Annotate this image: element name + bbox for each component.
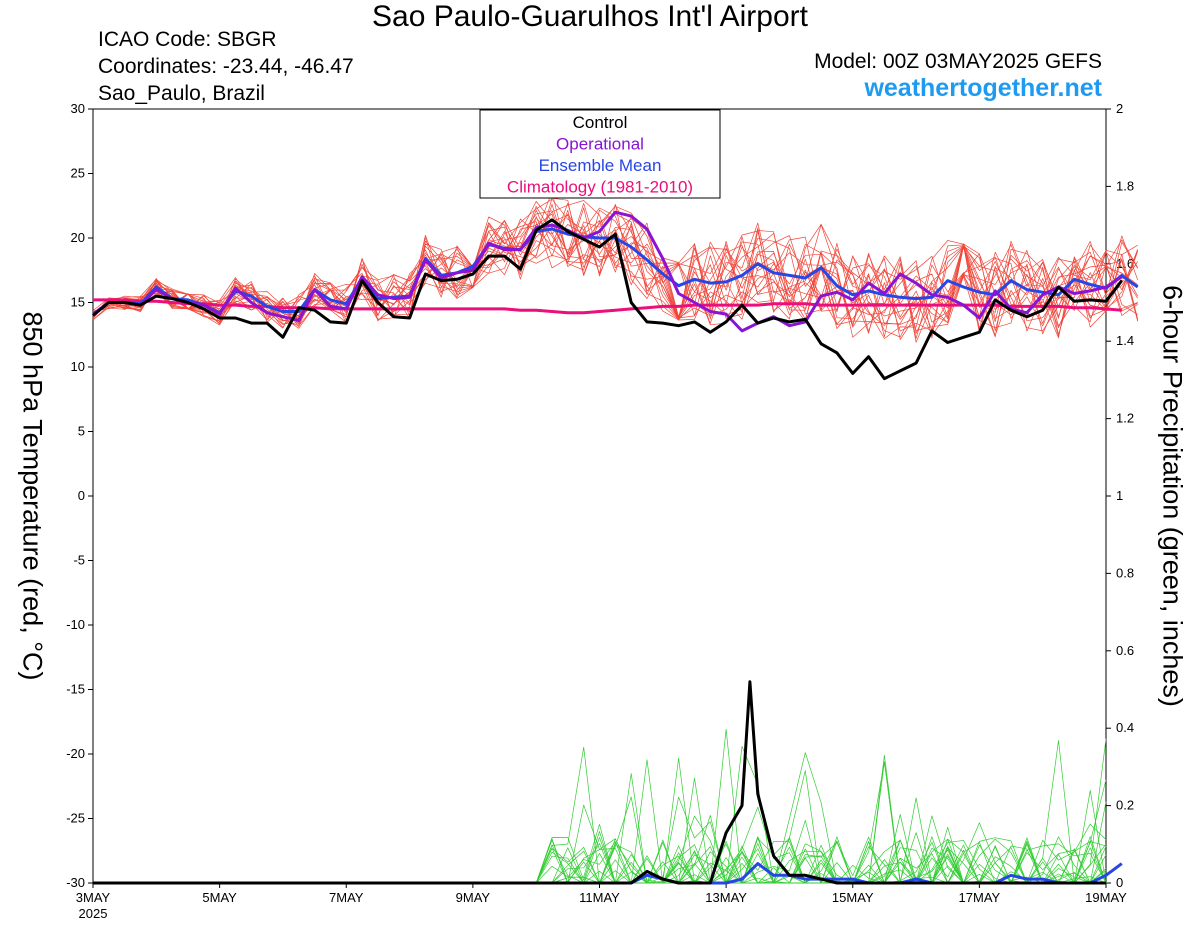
legend-box <box>479 109 721 199</box>
y2-tick-label: 0.8 <box>1116 565 1134 580</box>
y-tick-label: -30 <box>66 875 85 890</box>
x-tick-sublabel: 2025 <box>79 906 108 921</box>
y2-tick-label: 1.4 <box>1116 333 1134 348</box>
coordinates: Coordinates: -23.44, -46.47 <box>98 55 354 78</box>
legend-entry: Operational <box>556 135 644 154</box>
site-name[interactable]: weathertogether.net <box>864 74 1102 102</box>
temperature-member-line <box>92 202 1138 339</box>
y2-tick-label: 0.6 <box>1116 643 1134 658</box>
y2-tick-label: 0.4 <box>1116 720 1134 735</box>
x-tick-label: 19MAY <box>1085 890 1127 905</box>
legend-entry: Control <box>573 113 628 132</box>
y2-tick-label: 0.2 <box>1116 798 1134 813</box>
y-tick-label: 15 <box>71 295 85 310</box>
y-tick-label: 30 <box>71 101 85 116</box>
temperature-operational-line <box>92 210 1123 333</box>
y2-tick-label: 0 <box>1116 875 1123 890</box>
y2-tick-label: 1.2 <box>1116 411 1134 426</box>
y-tick-label: 10 <box>71 359 85 374</box>
chart-title: Sao Paulo-Guarulhos Int'l Airport <box>372 0 808 33</box>
x-tick-label: 13MAY <box>705 890 747 905</box>
x-tick-label: 5MAY <box>202 890 237 905</box>
y2-tick-label: 2 <box>1116 101 1123 116</box>
temperature-control-line <box>92 218 1123 381</box>
plot-area <box>92 108 1107 884</box>
precip-control-line <box>93 680 1106 885</box>
y-tick-label: -10 <box>66 617 85 632</box>
y-tick-label: -25 <box>66 811 85 826</box>
x-tick-label: 3MAY <box>76 890 111 905</box>
legend-entry: Ensemble Mean <box>539 156 662 175</box>
icao-code: ICAO Code: SBGR <box>98 28 277 51</box>
y-tick-label: -5 <box>73 553 85 568</box>
x-tick-label: 17MAY <box>959 890 1001 905</box>
legend: Control Operational Ensemble Mean Climatolo… <box>479 109 721 199</box>
x-tick-label: 7MAY <box>329 890 364 905</box>
y-tick-label: 20 <box>71 230 85 245</box>
x-tick-label: 11MAY <box>579 890 620 905</box>
x-tick-label: 15MAY <box>832 890 874 905</box>
model-run: Model: 00Z 03MAY2025 GEFS <box>814 50 1102 73</box>
y2-tick-label: 1.8 <box>1116 178 1134 193</box>
x-tick-label: 9MAY <box>456 890 491 905</box>
y-tick-label: -20 <box>66 746 85 761</box>
y2-tick-label: 1 <box>1116 488 1123 503</box>
legend-entry: Climatology (1981-2010) <box>507 178 693 197</box>
y-tick-label: 5 <box>78 424 85 439</box>
y-tick-label: -15 <box>66 682 85 697</box>
temperature-member-line <box>92 197 1138 334</box>
y-tick-label: 0 <box>78 488 85 503</box>
y-tick-label: 25 <box>71 166 85 181</box>
location: Sao_Paulo, Brazil <box>98 82 265 105</box>
